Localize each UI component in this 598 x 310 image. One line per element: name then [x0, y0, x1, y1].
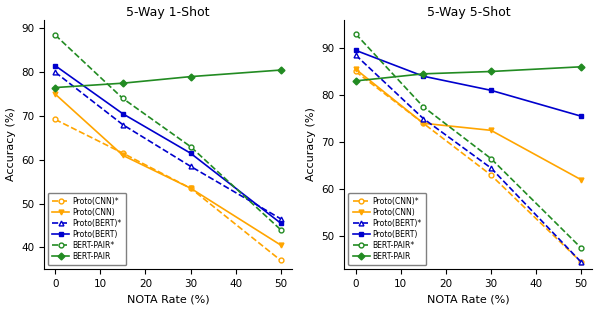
Legend: Proto(CNN)*, Proto(CNN), Proto(BERT)*, Proto(BERT), BERT-PAIR*, BERT-PAIR: Proto(CNN)*, Proto(CNN), Proto(BERT)*, P… [48, 193, 126, 265]
Title: 5-Way 1-Shot: 5-Way 1-Shot [126, 6, 210, 19]
X-axis label: NOTA Rate (%): NOTA Rate (%) [427, 294, 509, 304]
Legend: Proto(CNN)*, Proto(CNN), Proto(BERT)*, Proto(BERT), BERT-PAIR*, BERT-PAIR: Proto(CNN)*, Proto(CNN), Proto(BERT)*, P… [348, 193, 426, 265]
Title: 5-Way 5-Shot: 5-Way 5-Shot [426, 6, 510, 19]
Y-axis label: Accuracy (%): Accuracy (%) [5, 108, 16, 181]
Y-axis label: Accuracy (%): Accuracy (%) [306, 108, 316, 181]
X-axis label: NOTA Rate (%): NOTA Rate (%) [127, 294, 209, 304]
